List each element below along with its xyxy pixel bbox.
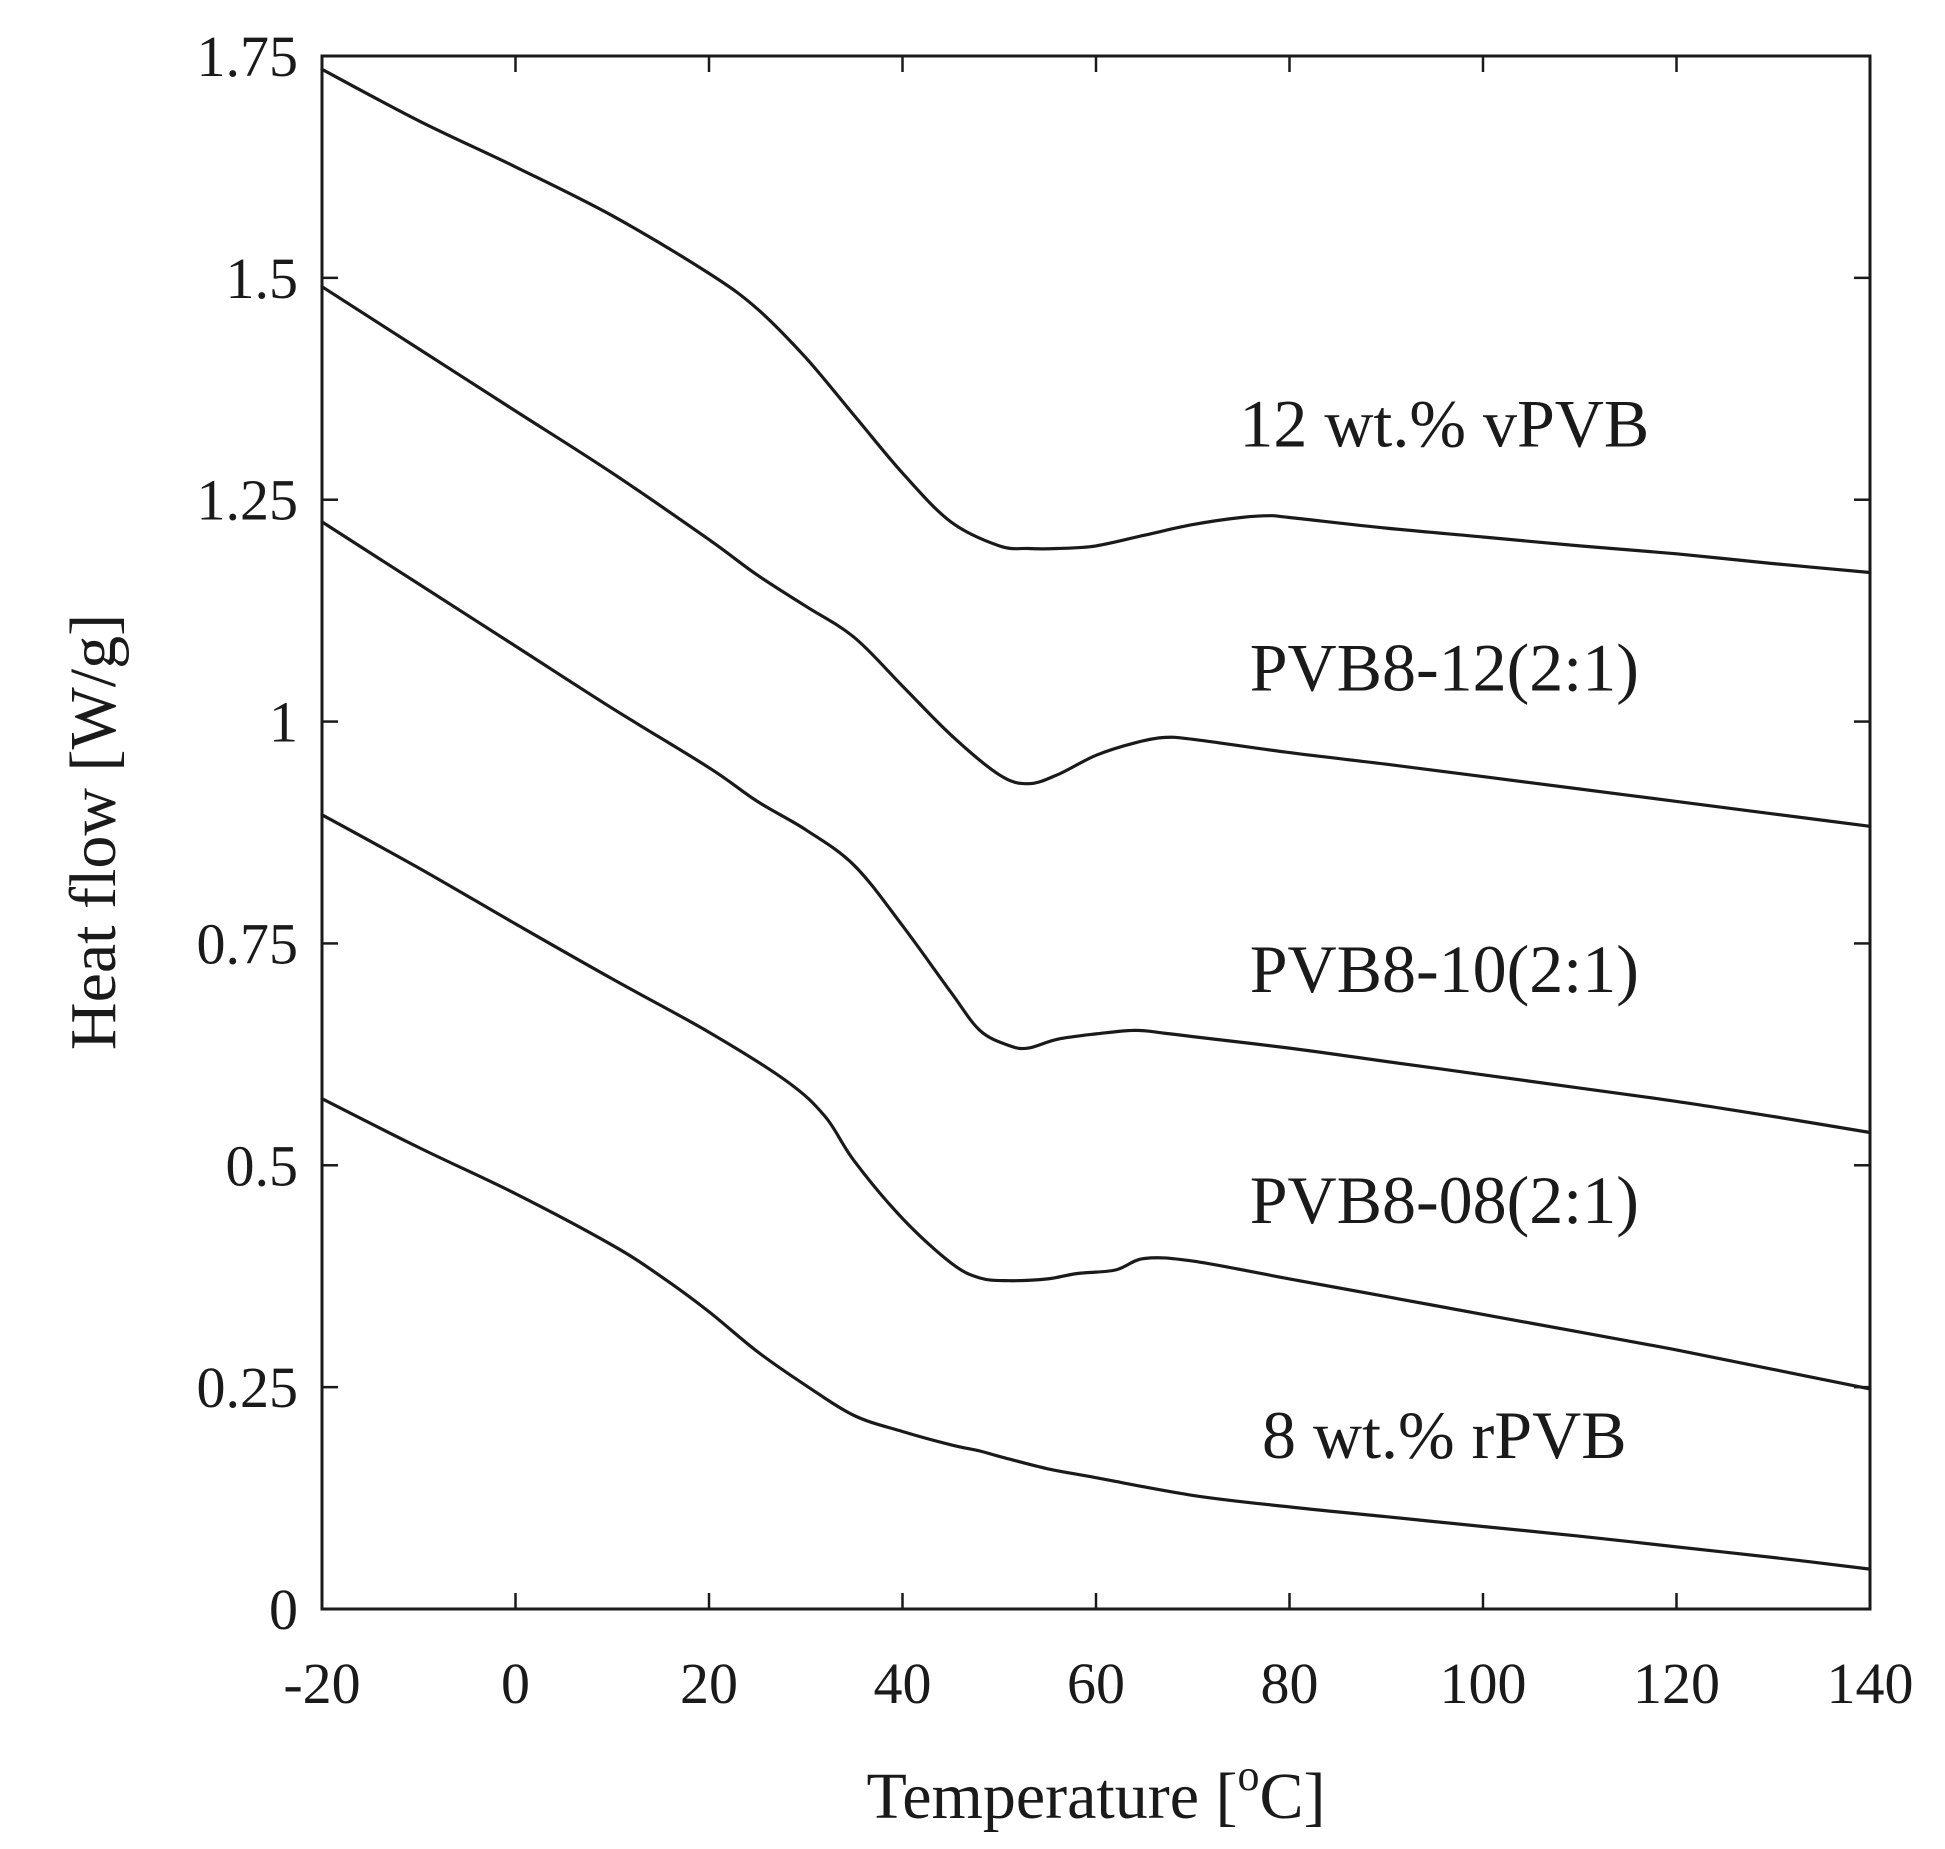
series-layer: 12 wt.% vPVB PVB8-12(2:1) PVB8-10(2:1) PVB8… [320,67,1872,1571]
x-axis-label-main: Temperature [ [867,1760,1238,1833]
series-line-4 [320,813,1872,1391]
x-tick-label: 20 [680,1651,738,1716]
x-axis-label: Temperature [oC] [867,1751,1326,1833]
series-label-3: PVB8-10(2:1) [1250,931,1639,1007]
series-line-1 [320,67,1872,575]
x-axis-label-superscript: o [1238,1751,1260,1800]
x-tick-label: 120 [1633,1651,1720,1716]
y-tick-label: 1 [269,690,298,755]
series-label-4: PVB8-08(2:1) [1250,1162,1639,1238]
x-tick-label: -20 [283,1651,360,1716]
plot-frame [320,54,1872,1611]
series-line-5 [320,1097,1872,1571]
x-tick-label: 140 [1827,1651,1914,1716]
series-line-3 [320,520,1872,1135]
x-tick-label: 80 [1261,1651,1319,1716]
series-label-5: 8 wt.% rPVB [1262,1397,1627,1473]
series-label-1: 12 wt.% vPVB [1239,385,1649,461]
series-label-2: PVB8-12(2:1) [1250,630,1639,706]
x-tick-label: 60 [1067,1651,1125,1716]
y-tick-label: 0.25 [197,1355,299,1420]
series-line-2 [320,285,1872,828]
x-tick-label: 40 [874,1651,932,1716]
y-tick-label: 0.5 [226,1133,299,1198]
y-tick-label: 1.5 [226,246,299,311]
x-tick-label: 0 [501,1651,530,1716]
x-axis-label-unit: C] [1260,1760,1326,1833]
y-axis-label: Heat flow [W/g] [57,614,130,1050]
x-tick-label: 100 [1440,1651,1527,1716]
y-tick-label: 1.75 [197,24,299,89]
y-tick-label: 1.25 [197,468,299,533]
y-tick-label: 0.75 [197,911,299,976]
ticks-layer: -20 0 20 40 60 80 100 120 140 0 0.25 0.5 0.75 1 1.25 1.… [197,24,1914,1716]
y-tick-label: 0 [269,1577,298,1642]
